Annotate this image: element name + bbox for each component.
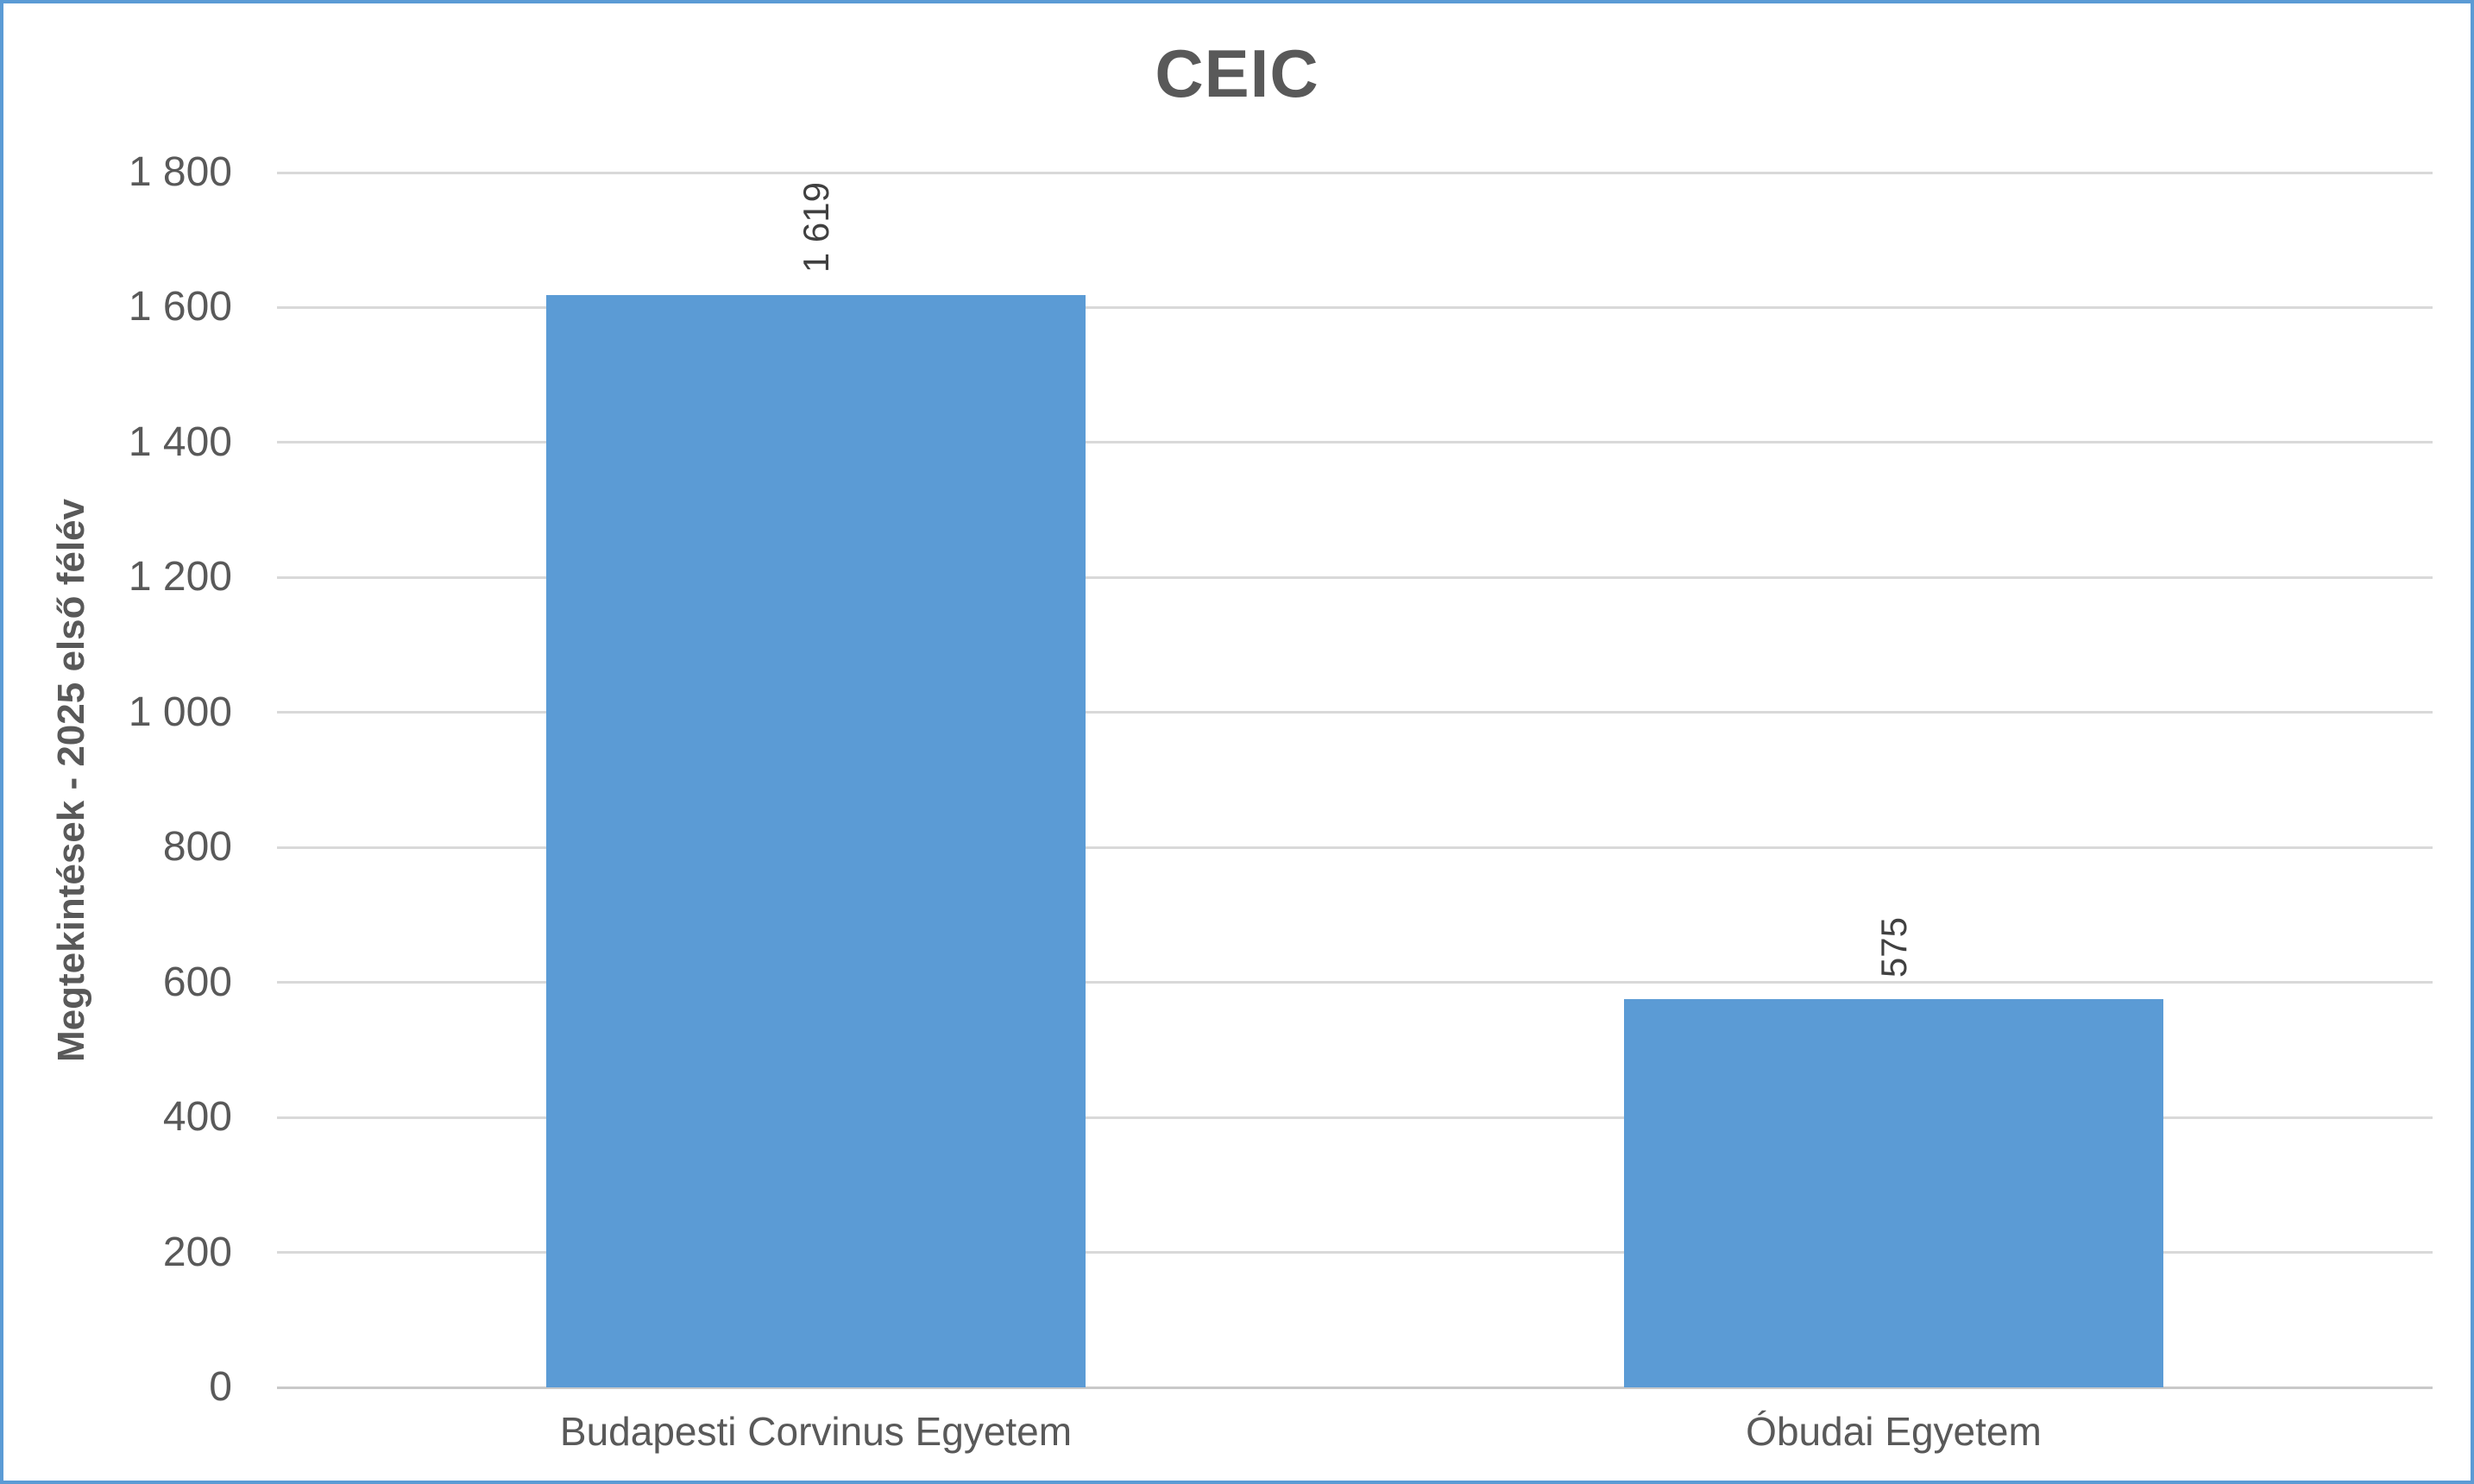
- bar-1: [546, 294, 1086, 1387]
- y-tick-label: 1 200: [128, 554, 232, 601]
- y-gridline: [277, 305, 2433, 309]
- bar-value-label: 1 619: [795, 182, 836, 274]
- y-gridline: [277, 1251, 2433, 1254]
- bar-value-label: 575: [1873, 917, 1914, 978]
- y-gridline: [277, 846, 2433, 849]
- y-tick-label: 1 400: [128, 418, 232, 465]
- bar-2: [1624, 999, 2163, 1387]
- y-tick-label: 1 800: [128, 149, 232, 195]
- y-gridline: [277, 441, 2433, 444]
- y-tick-label: 0: [209, 1364, 232, 1410]
- y-tick-label: 200: [162, 1229, 232, 1275]
- y-gridline: [277, 711, 2433, 714]
- y-gridline: [277, 575, 2433, 579]
- y-axis-title-box: Megtekintések - 2025 első félév: [33, 173, 110, 1387]
- y-axis-title: Megtekintések - 2025 első félév: [50, 498, 92, 1062]
- x-axis-line: [277, 1386, 2433, 1389]
- y-gridline: [277, 1116, 2433, 1119]
- x-category-label: Budapesti Corvinus Egyetem: [559, 1409, 1073, 1454]
- y-tick-label: 800: [162, 824, 232, 871]
- y-tick-label: 1 600: [128, 284, 232, 330]
- plot-area: 1 619 575: [277, 171, 2433, 1389]
- chart-title: CEIC: [1155, 35, 1319, 111]
- y-tick-label: 600: [162, 959, 232, 1005]
- x-category-label: Óbudai Egyetem: [1746, 1409, 2042, 1454]
- y-gridline: [277, 171, 2433, 174]
- y-tick-label: 1 000: [128, 689, 232, 735]
- y-gridline: [277, 981, 2433, 984]
- y-tick-label: 400: [162, 1094, 232, 1141]
